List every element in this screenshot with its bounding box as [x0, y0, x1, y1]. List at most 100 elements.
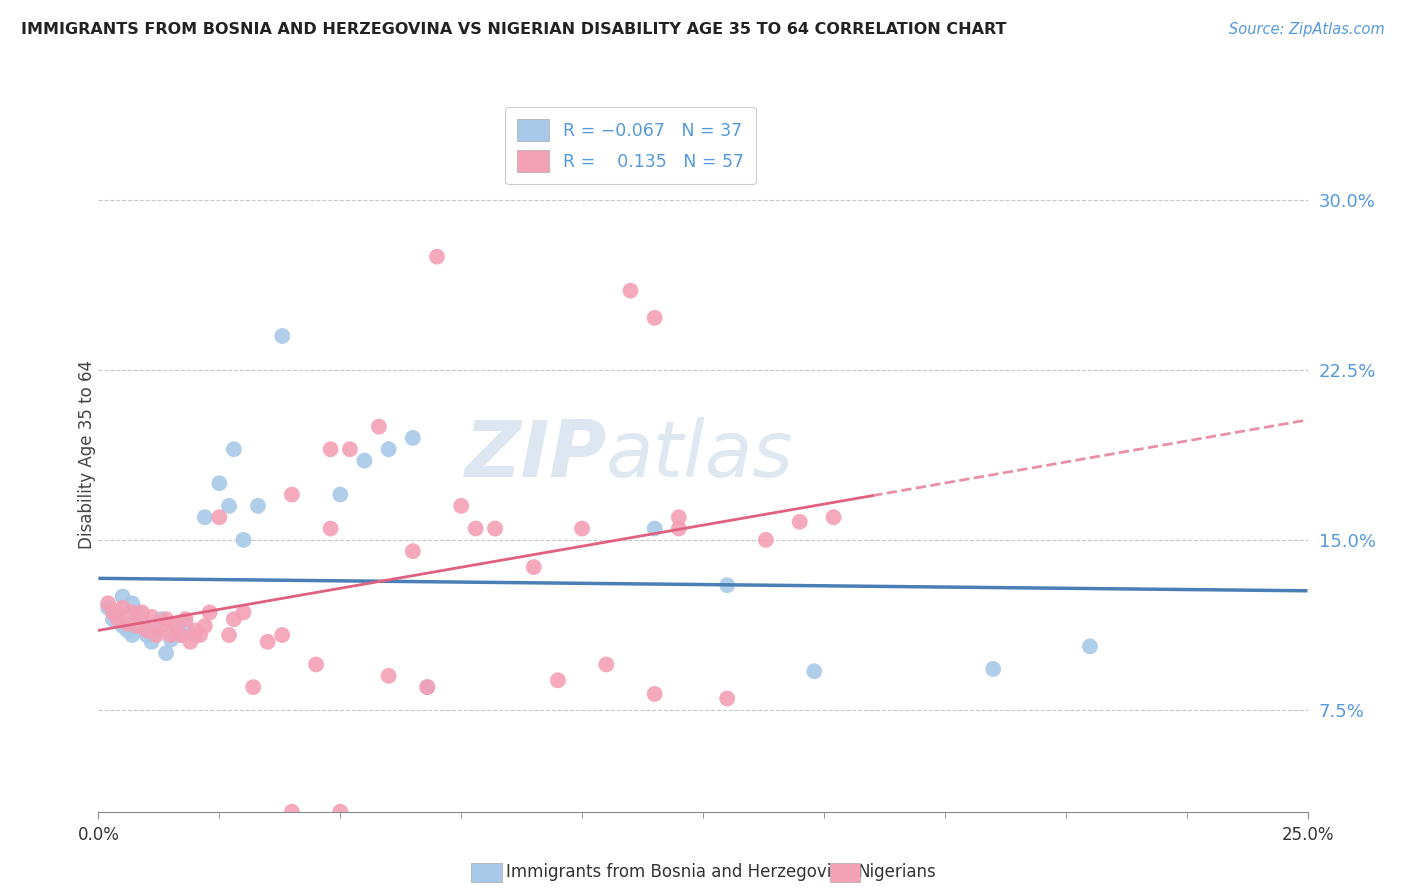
- Point: [232, 533, 254, 547]
- Point: [111, 600, 134, 615]
- Point: [117, 624, 139, 638]
- Point: [101, 606, 124, 620]
- Point: [155, 612, 177, 626]
- Point: [329, 487, 352, 501]
- Point: [416, 680, 439, 694]
- Text: Source: ZipAtlas.com: Source: ZipAtlas.com: [1229, 22, 1385, 37]
- Point: [165, 616, 187, 631]
- Point: [184, 624, 207, 638]
- Point: [179, 635, 201, 649]
- Point: [256, 635, 278, 649]
- Point: [242, 680, 264, 694]
- Point: [789, 515, 811, 529]
- Text: Nigerians: Nigerians: [858, 863, 936, 881]
- Point: [198, 606, 221, 620]
- Point: [131, 606, 153, 620]
- Point: [402, 431, 425, 445]
- Point: [145, 628, 167, 642]
- Text: Immigrants from Bosnia and Herzegovina: Immigrants from Bosnia and Herzegovina: [506, 863, 852, 881]
- Point: [121, 606, 143, 620]
- Point: [218, 628, 240, 642]
- Point: [416, 680, 439, 694]
- Point: [377, 442, 399, 457]
- Point: [169, 628, 191, 642]
- Point: [194, 510, 217, 524]
- Point: [377, 669, 399, 683]
- Point: [426, 250, 449, 264]
- Point: [402, 544, 425, 558]
- Point: [281, 487, 304, 501]
- Point: [450, 499, 472, 513]
- Point: [188, 628, 211, 642]
- Point: [222, 442, 245, 457]
- Point: [208, 476, 231, 491]
- Point: [716, 691, 738, 706]
- Point: [107, 612, 129, 626]
- Point: [644, 687, 666, 701]
- Point: [127, 606, 149, 620]
- Point: [319, 522, 342, 536]
- Point: [145, 624, 167, 638]
- Point: [271, 628, 294, 642]
- Point: [141, 635, 163, 649]
- Point: [619, 284, 641, 298]
- Point: [135, 624, 157, 638]
- Point: [595, 657, 617, 672]
- Point: [319, 442, 342, 457]
- Legend: R = −0.067   N = 37, R =    0.135   N = 57: R = −0.067 N = 37, R = 0.135 N = 57: [505, 107, 755, 185]
- Point: [135, 628, 157, 642]
- Point: [353, 453, 375, 467]
- Point: [1078, 640, 1101, 654]
- Point: [184, 628, 207, 642]
- Point: [305, 657, 328, 672]
- Point: [247, 499, 270, 513]
- Point: [208, 510, 231, 524]
- Point: [97, 596, 120, 610]
- Point: [117, 616, 139, 631]
- Point: [194, 619, 217, 633]
- Point: [174, 612, 197, 626]
- Point: [547, 673, 569, 688]
- Point: [823, 510, 845, 524]
- Point: [97, 600, 120, 615]
- Point: [281, 805, 304, 819]
- Point: [668, 522, 690, 536]
- Point: [160, 632, 183, 647]
- Point: [523, 560, 546, 574]
- Point: [169, 628, 191, 642]
- Point: [160, 628, 183, 642]
- Point: [271, 329, 294, 343]
- Point: [222, 612, 245, 626]
- Point: [464, 522, 486, 536]
- Point: [232, 606, 254, 620]
- Point: [101, 612, 124, 626]
- Point: [571, 522, 593, 536]
- Point: [755, 533, 778, 547]
- Point: [150, 612, 173, 626]
- Point: [803, 665, 825, 679]
- Point: [329, 805, 352, 819]
- Point: [150, 619, 173, 633]
- Text: atlas: atlas: [606, 417, 794, 493]
- Point: [155, 646, 177, 660]
- Point: [218, 499, 240, 513]
- Point: [668, 510, 690, 524]
- Point: [111, 590, 134, 604]
- Point: [484, 522, 506, 536]
- Point: [107, 606, 129, 620]
- Point: [141, 610, 163, 624]
- Point: [111, 619, 134, 633]
- Text: ZIP: ZIP: [464, 417, 606, 493]
- Point: [368, 419, 391, 434]
- Text: IMMIGRANTS FROM BOSNIA AND HERZEGOVINA VS NIGERIAN DISABILITY AGE 35 TO 64 CORRE: IMMIGRANTS FROM BOSNIA AND HERZEGOVINA V…: [21, 22, 1007, 37]
- Y-axis label: Disability Age 35 to 64: Disability Age 35 to 64: [79, 360, 96, 549]
- Point: [339, 442, 361, 457]
- Point: [131, 616, 153, 631]
- Point: [121, 628, 143, 642]
- Point: [644, 522, 666, 536]
- Point: [127, 619, 149, 633]
- Point: [981, 662, 1004, 676]
- Point: [174, 616, 197, 631]
- Point: [644, 310, 666, 325]
- Point: [165, 619, 187, 633]
